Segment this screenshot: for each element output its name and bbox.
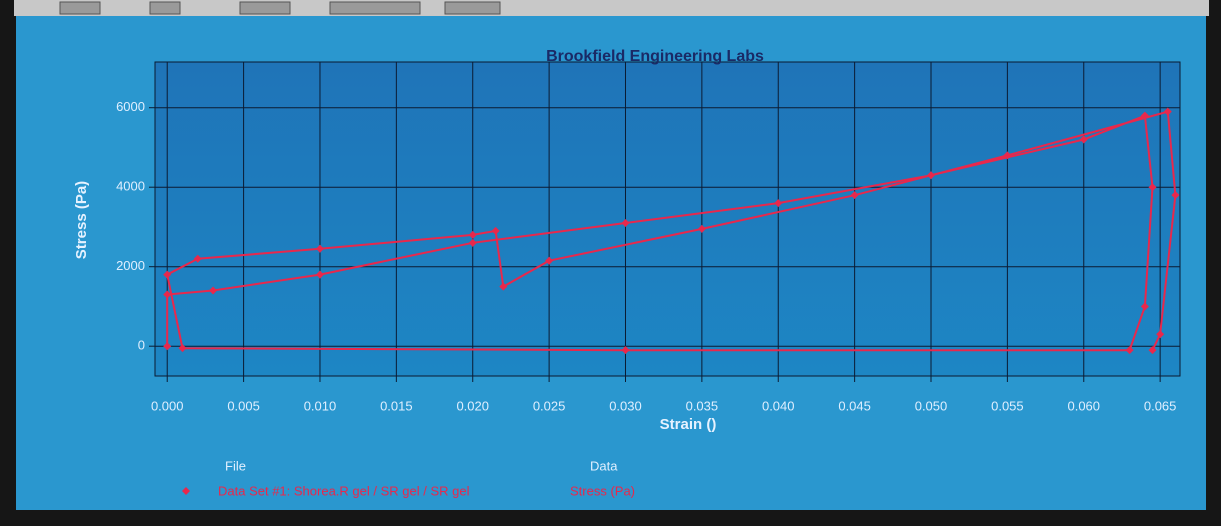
y-tick-label: 4000 [116, 179, 145, 194]
x-tick-label: 0.040 [762, 398, 795, 413]
x-tick-label: 0.000 [151, 398, 184, 413]
x-tick-label: 0.050 [915, 398, 948, 413]
x-tick-label: 0.030 [609, 398, 642, 413]
legend-header: Data [590, 458, 618, 473]
toolbar-button[interactable] [445, 2, 500, 14]
x-tick-label: 0.045 [838, 398, 871, 413]
x-tick-label: 0.005 [227, 398, 260, 413]
legend-header: File [225, 458, 246, 473]
chart-title: Brookfield Engineering Labs [546, 48, 764, 65]
plot-area [155, 62, 1180, 376]
toolbar-button[interactable] [60, 2, 100, 14]
y-axis-label: Stress (Pa) [73, 181, 90, 259]
toolbar-button[interactable] [150, 2, 180, 14]
x-tick-label: 0.065 [1144, 398, 1177, 413]
y-tick-label: 2000 [116, 258, 145, 273]
y-tick-label: 6000 [116, 99, 145, 114]
toolbar-button[interactable] [330, 2, 420, 14]
legend-entry: Stress (Pa) [570, 483, 635, 498]
x-tick-label: 0.020 [456, 398, 489, 413]
x-tick-label: 0.035 [686, 398, 719, 413]
x-tick-label: 0.060 [1067, 398, 1100, 413]
legend-file: Data Set #1: Shorea.R gel / SR gel / SR … [218, 483, 470, 498]
x-tick-label: 0.015 [380, 398, 413, 413]
toolbar [14, 0, 1209, 16]
x-tick-label: 0.025 [533, 398, 566, 413]
screen: Brookfield Engineering Labs Stress (Pa) … [0, 0, 1221, 526]
x-tick-label: 0.055 [991, 398, 1024, 413]
y-tick-label: 0 [138, 338, 145, 353]
toolbar-button[interactable] [240, 2, 290, 14]
x-tick-label: 0.010 [304, 398, 337, 413]
x-axis-label: Strain () [660, 416, 717, 433]
